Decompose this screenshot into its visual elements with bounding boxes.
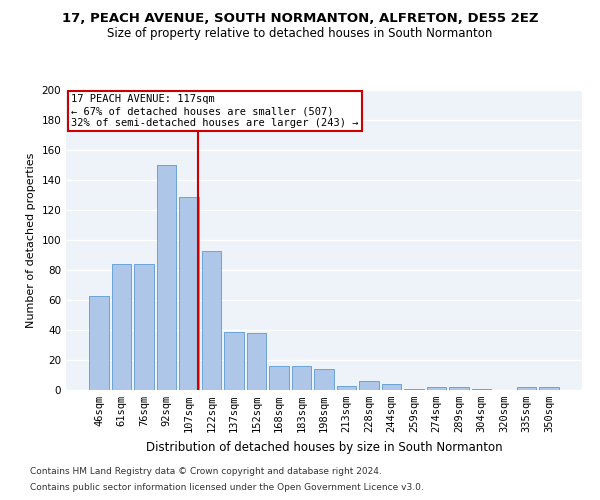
Text: Contains HM Land Registry data © Crown copyright and database right 2024.: Contains HM Land Registry data © Crown c…: [30, 467, 382, 476]
Bar: [427, 387, 446, 390]
Bar: [89, 296, 109, 390]
Bar: [134, 264, 154, 390]
Bar: [157, 165, 176, 390]
Bar: [359, 381, 379, 390]
Text: Size of property relative to detached houses in South Normanton: Size of property relative to detached ho…: [107, 28, 493, 40]
Text: 17 PEACH AVENUE: 117sqm
← 67% of detached houses are smaller (507)
32% of semi-d: 17 PEACH AVENUE: 117sqm ← 67% of detache…: [71, 94, 359, 128]
Bar: [179, 196, 199, 390]
Bar: [539, 387, 559, 390]
Bar: [404, 388, 424, 390]
Bar: [449, 387, 469, 390]
Bar: [202, 250, 221, 390]
Bar: [382, 384, 401, 390]
Text: Contains public sector information licensed under the Open Government Licence v3: Contains public sector information licen…: [30, 484, 424, 492]
Bar: [247, 333, 266, 390]
X-axis label: Distribution of detached houses by size in South Normanton: Distribution of detached houses by size …: [146, 440, 502, 454]
Bar: [337, 386, 356, 390]
Bar: [224, 332, 244, 390]
Bar: [314, 369, 334, 390]
Bar: [292, 366, 311, 390]
Bar: [112, 264, 131, 390]
Bar: [517, 387, 536, 390]
Bar: [269, 366, 289, 390]
Text: 17, PEACH AVENUE, SOUTH NORMANTON, ALFRETON, DE55 2EZ: 17, PEACH AVENUE, SOUTH NORMANTON, ALFRE…: [62, 12, 538, 26]
Y-axis label: Number of detached properties: Number of detached properties: [26, 152, 36, 328]
Bar: [472, 388, 491, 390]
